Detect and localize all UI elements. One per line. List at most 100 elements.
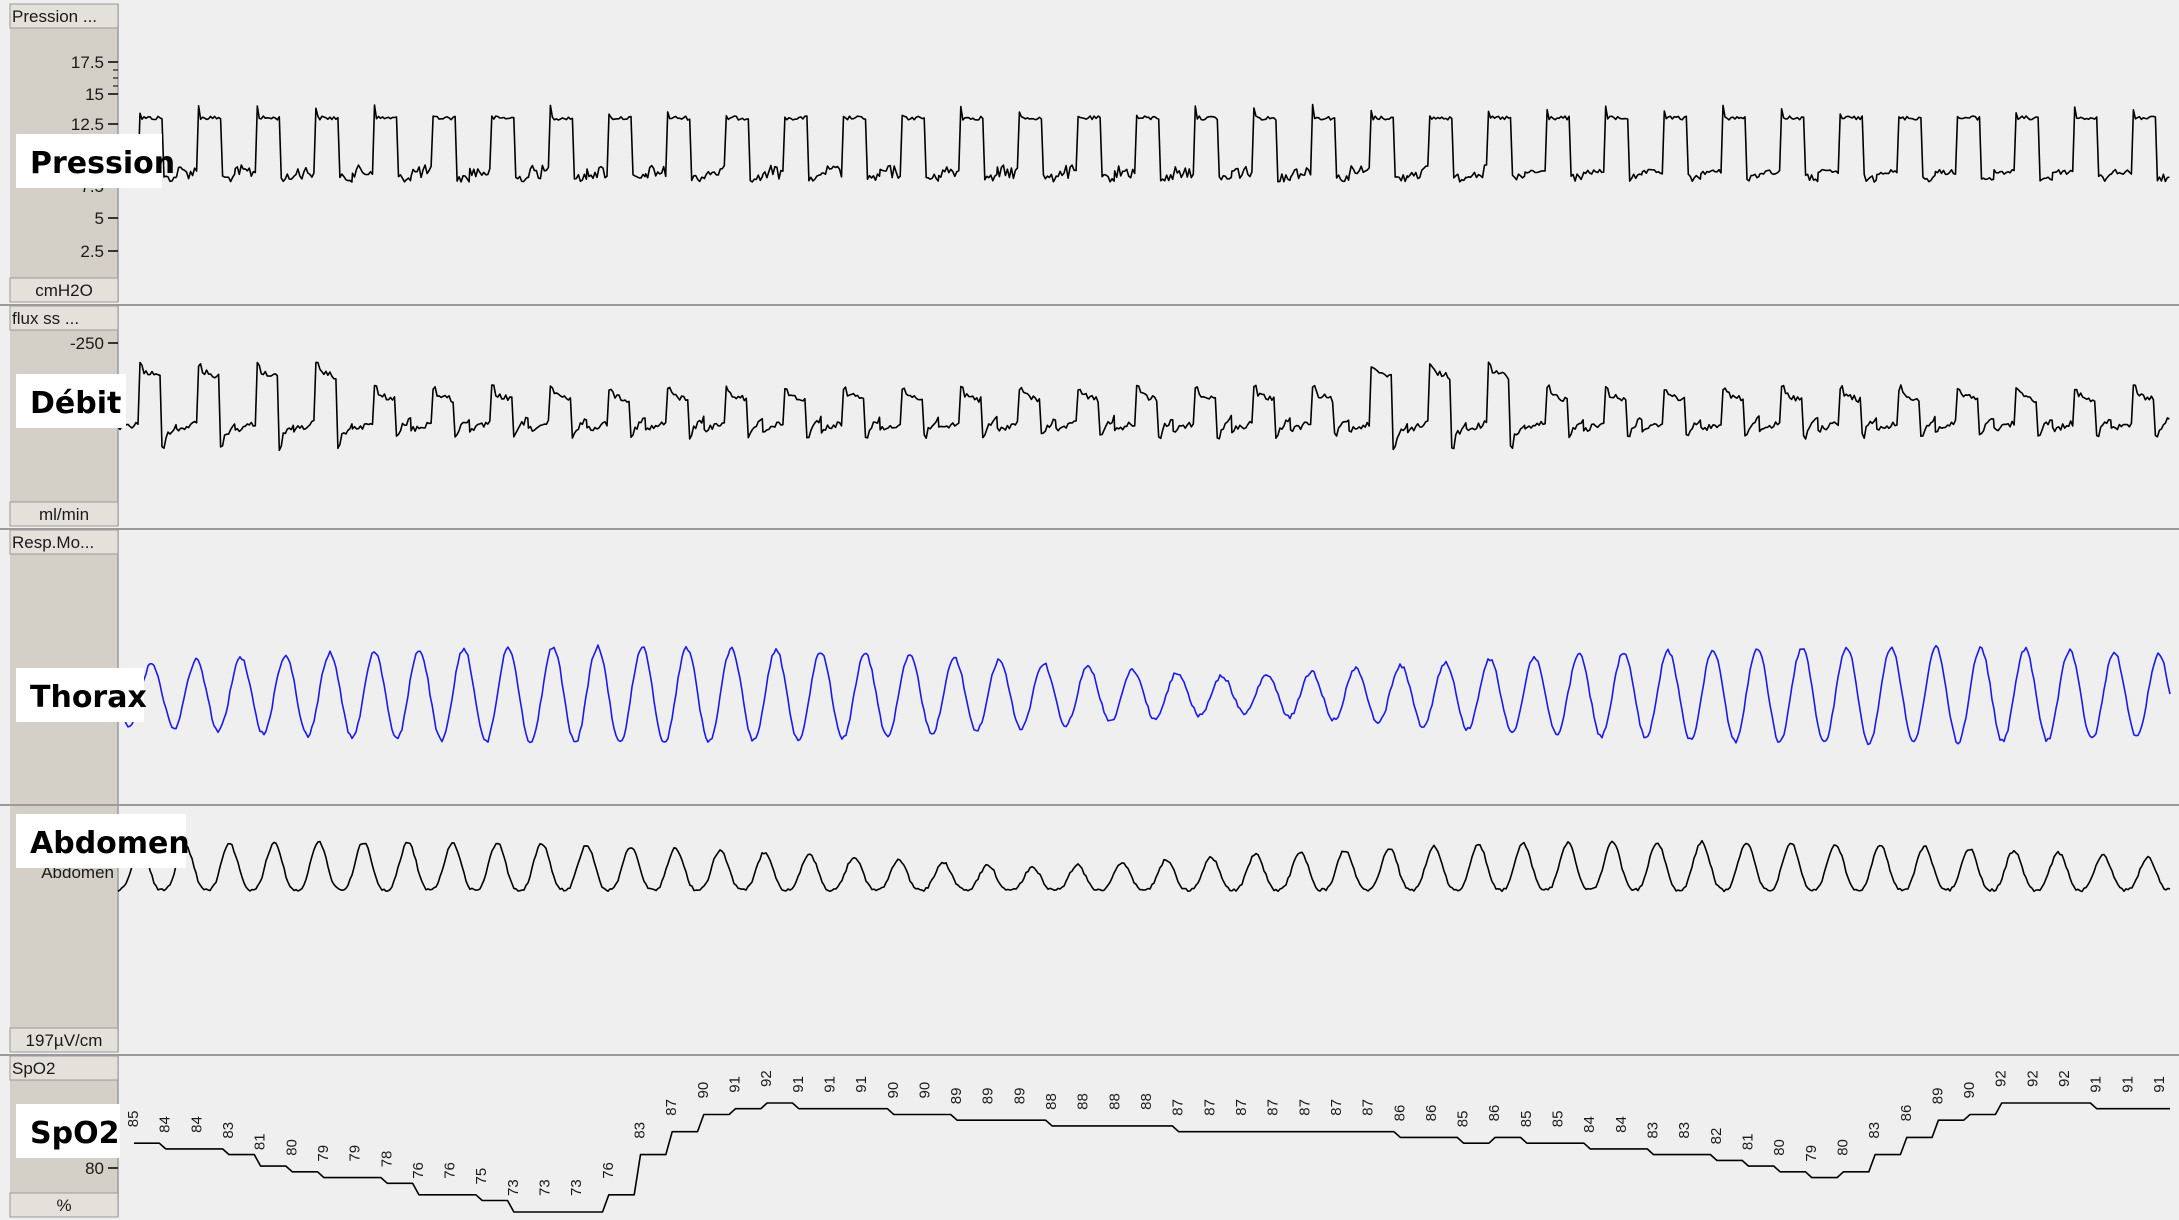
- spo2-value-label: 79: [347, 1145, 364, 1162]
- spo2-value-label: 91: [2151, 1076, 2168, 1093]
- spo2-value-label: 91: [821, 1076, 838, 1093]
- pression-trace: [117, 103, 2170, 183]
- overlay-box-abdomen: [16, 814, 186, 868]
- spo2-trace: [134, 1102, 2170, 1213]
- spo2-value-label: 87: [1170, 1099, 1187, 1116]
- spo2-value-label: 91: [726, 1076, 743, 1093]
- spo2-value-labels: 85 84 84 83 81 80 79 79 78 76 76 75 73 73 73 76 83 87 90 91…: [125, 1070, 2168, 1196]
- spo2-value-label: 83: [631, 1122, 648, 1139]
- spo2-value-label: 76: [410, 1162, 427, 1179]
- axis-labels: Pression ... cmH2O flux ss ... ml/min Resp.M…: [9, 3, 119, 1218]
- spo2-value-label: 73: [568, 1179, 585, 1196]
- spo2-value-label: 79: [1803, 1145, 1820, 1162]
- spo2-value-label: 84: [157, 1116, 174, 1133]
- spo2-value-label: 76: [600, 1162, 617, 1179]
- spo2-value-label: 86: [1486, 1105, 1503, 1122]
- channel-unit-box: [9, 1027, 119, 1053]
- spo2-value-label: 87: [1296, 1099, 1313, 1116]
- channel-header-thorax: Resp.Mo...: [12, 533, 94, 552]
- overlay-box-thorax: [16, 668, 144, 722]
- spo2-value-label: 92: [1993, 1070, 2010, 1087]
- overlay-box-pression: [16, 134, 162, 188]
- spo2-value-label: 92: [758, 1070, 775, 1087]
- spo2-value-label: 88: [1075, 1093, 1092, 1110]
- spo2-value-label: 85: [1455, 1111, 1472, 1128]
- spo2-value-label: 89: [980, 1088, 997, 1105]
- spo2-value-label: 90: [885, 1082, 902, 1099]
- overlay-label-spo2: SpO2: [30, 1116, 119, 1151]
- spo2-value-label: 88: [1106, 1093, 1123, 1110]
- spo2-value-label: 82: [1708, 1128, 1725, 1145]
- tick-label-pression: 5: [95, 209, 104, 228]
- spo2-value-label: 87: [663, 1099, 680, 1116]
- channel-header-spo2: SpO2: [12, 1059, 55, 1078]
- debit-trace: [117, 361, 2170, 452]
- tick-label-spo2: 80: [85, 1159, 104, 1178]
- spo2-value-label: 91: [2119, 1076, 2136, 1093]
- channel-header-debit: flux ss ...: [12, 309, 79, 328]
- tick-label-pression: 17.5: [71, 53, 104, 72]
- channel-unit-box: [9, 501, 119, 527]
- overlay-label-debit: Débit: [30, 386, 121, 421]
- spo2-value-label: 91: [790, 1076, 807, 1093]
- spo2-value-label: 84: [1613, 1116, 1630, 1133]
- spo2-value-label: 80: [283, 1139, 300, 1156]
- overlay-label-thorax: Thorax: [30, 680, 147, 715]
- tick-label-pression: 12.5: [71, 115, 104, 134]
- spo2-value-label: 83: [220, 1122, 237, 1139]
- spo2-value-label: 89: [1929, 1088, 1946, 1105]
- spo2-value-label: 80: [1834, 1139, 1851, 1156]
- spo2-value-label: 81: [252, 1133, 269, 1150]
- spo2-value-label: 73: [505, 1179, 522, 1196]
- spo2-value-label: 91: [2088, 1076, 2105, 1093]
- spo2-value-label: 88: [1138, 1093, 1155, 1110]
- channel-header-box: [9, 3, 119, 29]
- spo2-value-label: 92: [2024, 1070, 2041, 1087]
- channel-overlay-labels: Pression Débit Thorax Abdomen SpO2: [16, 134, 190, 1158]
- overlay-label-abdomen: Abdomen: [30, 826, 190, 861]
- channel-unit-spo2: %: [56, 1196, 71, 1215]
- channel-unit-abdomen: 197µV/cm: [26, 1031, 103, 1050]
- spo2-value-label: 79: [315, 1145, 332, 1162]
- spo2-value-label: 88: [1043, 1093, 1060, 1110]
- channel-unit-box: [9, 277, 119, 303]
- spo2-value-label: 76: [442, 1162, 459, 1179]
- spo2-value-label: 86: [1423, 1105, 1440, 1122]
- overlay-box-debit: [16, 374, 126, 428]
- tick-label-pression: 2.5: [80, 242, 104, 261]
- channel-unit-pression: cmH2O: [35, 281, 93, 300]
- spo2-value-label: 92: [2056, 1070, 2073, 1087]
- channel-header-box: [9, 529, 119, 555]
- spo2-value-label: 87: [1360, 1099, 1377, 1116]
- thorax-trace: [117, 644, 2171, 746]
- spo2-value-label: 90: [916, 1082, 933, 1099]
- tick-label-pression: 15: [85, 85, 104, 104]
- spo2-value-label: 90: [1961, 1082, 1978, 1099]
- spo2-value-label: 75: [473, 1168, 490, 1185]
- spo2-value-label: 87: [1328, 1099, 1345, 1116]
- channel-unit-debit: ml/min: [39, 505, 89, 524]
- spo2-value-label: 85: [125, 1111, 142, 1128]
- spo2-value-label: 89: [948, 1088, 965, 1105]
- spo2-value-label: 80: [1771, 1139, 1788, 1156]
- spo2-value-label: 85: [1518, 1111, 1535, 1128]
- spo2-value-label: 89: [1011, 1088, 1028, 1105]
- spo2-value-label: 83: [1644, 1122, 1661, 1139]
- spo2-value-label: 78: [378, 1151, 395, 1168]
- abdomen-trace: [117, 839, 2171, 893]
- spo2-value-label: 84: [1581, 1116, 1598, 1133]
- channel-header-box: [9, 305, 119, 331]
- overlay-label-pression: Pression: [30, 146, 175, 181]
- spo2-value-label: 91: [853, 1076, 870, 1093]
- channel-unit-box: [9, 1192, 119, 1218]
- tick-label-debit: -250: [70, 334, 104, 353]
- channel-header-pression: Pression ...: [12, 7, 97, 26]
- spo2-value-label: 83: [1866, 1122, 1883, 1139]
- spo2-value-label: 81: [1739, 1133, 1756, 1150]
- spo2-value-label: 87: [1201, 1099, 1218, 1116]
- spo2-value-label: 87: [1233, 1099, 1250, 1116]
- spo2-value-label: 90: [695, 1082, 712, 1099]
